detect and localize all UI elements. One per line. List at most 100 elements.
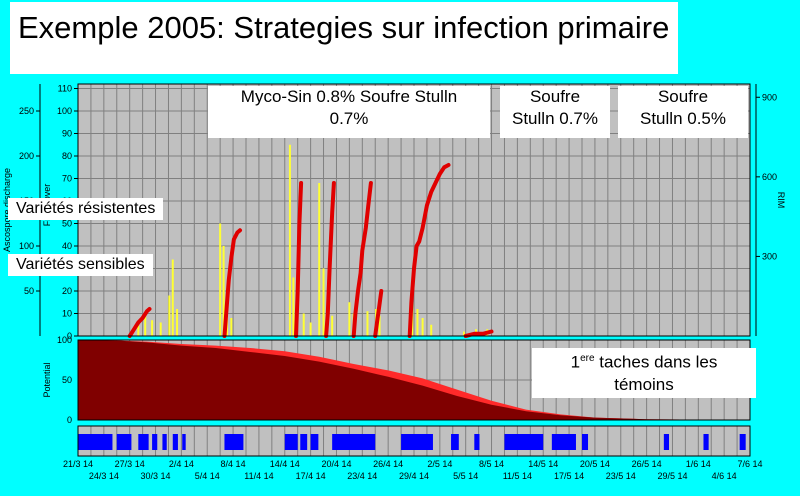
x-tick-label-row1: 26/5 14 — [632, 459, 662, 469]
tick-labels: 0102030405060708090100110501001502002503… — [2, 84, 786, 482]
treatment-label-2-line2: Stulln 0.7% — [512, 109, 598, 128]
x-tick-label-row1: 21/3 14 — [63, 459, 93, 469]
discharge-bar — [292, 277, 295, 336]
y-right-tick-label: 600 — [762, 172, 777, 182]
x-tick-label-row2: 11/5 14 — [503, 471, 532, 481]
rain-bar — [332, 434, 376, 450]
x-tick-label-row1: 20/5 14 — [580, 459, 610, 469]
discharge-bar — [331, 315, 334, 336]
infection-lines — [127, 163, 494, 338]
discharge-bar — [462, 331, 465, 336]
x-tick-label-row2: 23/5 14 — [606, 471, 636, 481]
potential-area-dark — [78, 340, 750, 420]
x-tick-label-row2: 5/5 14 — [453, 471, 478, 481]
treatment-label-1-line1: Myco-Sin 0.8% Soufre Stulln — [240, 87, 458, 106]
x-tick-label-row1: 8/5 14 — [479, 459, 504, 469]
discharge-bar — [168, 295, 171, 336]
treatment-label-1-line2: 0.7% — [329, 109, 369, 128]
x-tick-label-row2: 30/3 14 — [141, 471, 171, 481]
discharge-bar — [222, 246, 225, 336]
y-inner-tick-label: 20 — [62, 286, 72, 296]
rain-bar — [224, 434, 244, 450]
title-box: Exemple 2005: Strategies sur infection p… — [10, 2, 678, 74]
discharge-bar — [348, 302, 351, 336]
discharge-bar — [322, 268, 325, 336]
discharge-bar — [421, 318, 424, 336]
first-spots-note-line1: 1ere taches dans les — [570, 352, 718, 372]
discharge-bar — [430, 324, 433, 336]
treatment-label-3: Soufre Stulln 0.5% — [618, 86, 748, 138]
infection-line — [294, 181, 304, 338]
rain-bar — [310, 434, 319, 450]
x-tick-label-row1: 7/6 14 — [737, 459, 762, 469]
rain-bar — [739, 434, 746, 450]
y-inner-tick-label: 0 — [67, 331, 72, 341]
potential-tick-label: 0 — [67, 415, 72, 425]
y-outer-tick-label: 250 — [19, 106, 34, 116]
infection-line — [407, 163, 451, 338]
y-inner-tick-label: 80 — [62, 151, 72, 161]
x-tick-label-row1: 27/3 14 — [115, 459, 145, 469]
x-tick-label-row2: 24/3 14 — [89, 471, 119, 481]
discharge-bar — [309, 322, 312, 336]
x-tick-label-row1: 8/4 14 — [221, 459, 246, 469]
rain-bar — [504, 434, 544, 450]
infection-line — [463, 329, 494, 338]
discharge-bar — [366, 311, 369, 336]
discharge-bar — [302, 313, 305, 336]
x-tick-label-row2: 23/4 14 — [347, 471, 377, 481]
discharge-bar — [151, 320, 154, 336]
x-tick-label-row1: 26/4 14 — [373, 459, 403, 469]
x-tick-label-row1: 14/5 14 — [528, 459, 558, 469]
x-tick-label-row1: 1/6 14 — [686, 459, 711, 469]
infection-line — [222, 228, 242, 338]
rain-bar — [182, 434, 186, 450]
discharge-bar — [159, 322, 162, 336]
potential-tick-label: 50 — [62, 375, 72, 385]
rain-bar — [78, 434, 113, 450]
y-inner-tick-label: 40 — [62, 241, 72, 251]
potential-axis-title: Potential — [42, 362, 52, 397]
x-tick-label-row2: 17/4 14 — [296, 471, 326, 481]
treatment-label-3-line1: Soufre — [657, 87, 709, 106]
y-right-tick-label: 300 — [762, 251, 777, 261]
infection-line — [373, 289, 384, 338]
rain-bar — [138, 434, 149, 450]
discharge-bar — [416, 309, 419, 336]
x-tick-label-row1: 2/5 14 — [427, 459, 452, 469]
rain-bar — [582, 434, 589, 450]
x-tick-label-row2: 5/4 14 — [195, 471, 220, 481]
y-inner-tick-label: 90 — [62, 129, 72, 139]
rain-bar — [451, 434, 459, 450]
y-right-tick-label: 900 — [762, 92, 777, 102]
y-outer-tick-label: 100 — [19, 241, 34, 251]
x-tick-label-row1: 14/4 14 — [270, 459, 300, 469]
y-inner-tick-label: 70 — [62, 174, 72, 184]
discharge-bar — [176, 309, 179, 336]
first-spots-note: 1ere taches dans les témoins — [532, 348, 756, 398]
rain-bar — [401, 434, 433, 450]
rain-bar — [172, 434, 178, 450]
y-inner-tick-label: 100 — [57, 106, 72, 116]
x-tick-label-row1: 20/4 14 — [321, 459, 351, 469]
x-tick-label-row2: 29/4 14 — [399, 471, 429, 481]
y-right-axis-title: RIM — [776, 192, 786, 209]
rain-bar — [474, 434, 480, 450]
rain-bar — [663, 434, 670, 450]
y-inner-tick-label: 50 — [62, 219, 72, 229]
treatment-label-3-line2: Stulln 0.5% — [640, 109, 726, 128]
x-tick-label-row2: 4/6 14 — [712, 471, 737, 481]
rain-bar — [703, 434, 709, 450]
y-outer-tick-label: 200 — [19, 151, 34, 161]
x-tick-label-row2: 17/5 14 — [554, 471, 584, 481]
y-inner-tick-label: 110 — [58, 84, 72, 94]
rain-bars — [78, 434, 746, 450]
potential-areas — [78, 340, 750, 420]
plot-frame — [77, 425, 751, 457]
discharge-bar — [230, 318, 233, 336]
potential-tick-label: 100 — [57, 335, 72, 345]
discharge-bar — [378, 315, 381, 336]
rain-bar — [284, 434, 298, 450]
rain-bar — [162, 434, 167, 450]
